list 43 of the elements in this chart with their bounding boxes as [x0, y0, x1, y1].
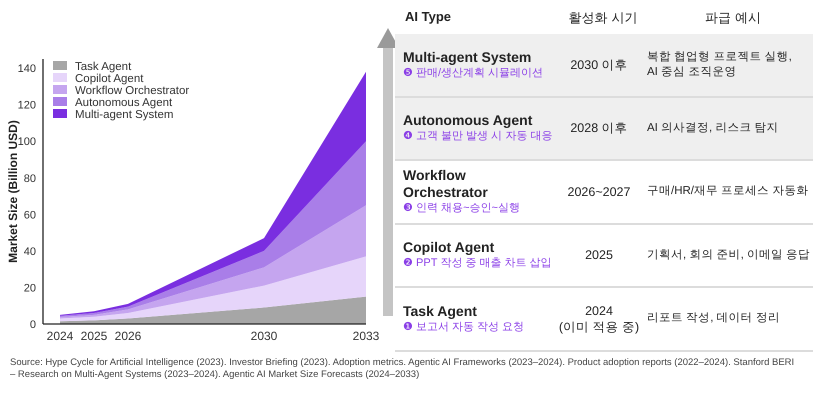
y-axis-title: Market Size (Billion USD) — [6, 120, 20, 263]
text: Copilot Agent — [403, 239, 496, 256]
text: ❷ PPT 작성 중 매출 차트 삽입 — [403, 256, 553, 272]
y-tick-label: 140 — [18, 63, 36, 76]
x-tick-label: 2025 — [80, 329, 108, 343]
text: 기획서, 회의 준비, 이메일 응답 — [646, 248, 812, 263]
y-tick-label: 120 — [18, 100, 36, 112]
text: 2025 — [584, 247, 614, 264]
text: 리포트 작성, 데이터 정리 — [646, 311, 781, 326]
text: Task Agent — [403, 302, 478, 320]
text: 복합 협업형 프로젝트 실행, AI 중심 조직운영 — [646, 50, 793, 80]
text: Autonomous Agent — [403, 112, 534, 130]
legend-label: Copilot Agent — [75, 73, 144, 85]
source-note: Source: Hype Cycle for Artificial Intelligence (2023). Investor Briefing (2023). Adoption metrics. Agentic AI Frameworks (2023–2024). Product adoption reports (2022–2024). Stanford BERI – Research on Multi-Agent Systems (2023–2024). Agentic AI Market Size Forecasts (2024–2033) — [10, 357, 796, 381]
y-tick-label: 100 — [18, 136, 36, 148]
legend-label: Workflow Orchestrator — [75, 85, 190, 97]
y-tick-label: 0 — [30, 319, 36, 331]
x-tick-label: 2033 — [352, 329, 380, 343]
x-tick-label: 2026 — [114, 329, 142, 343]
text: ❺ 판매/생산계획 시뮬레이션 — [403, 66, 544, 81]
legend-label: Autonomous Agent — [75, 97, 173, 109]
x-tick-label: 2024 — [46, 329, 74, 343]
text: AI Type — [405, 9, 452, 24]
y-tick-label: 60 — [24, 209, 36, 222]
y-tick-label: 40 — [24, 246, 36, 258]
text: ❹ 고객 불만 발생 시 자동 대응 — [403, 129, 553, 144]
y-tick-label: 20 — [24, 282, 36, 294]
text: 파급 예시 — [704, 9, 762, 27]
text: 2028 이후 — [569, 120, 629, 136]
text: 2026~2027 — [566, 184, 632, 200]
text: Multi-agent System — [403, 48, 532, 66]
text: AI 의사결정, 리스크 탐지 — [646, 120, 780, 136]
text: 2030 이후 — [569, 56, 629, 73]
legend-label: Multi-agent System — [75, 109, 174, 121]
text: 구매/HR/재무 프로세스 자동화 — [646, 184, 810, 200]
y-tick-label: 80 — [24, 172, 36, 185]
x-tick-label: 2030 — [250, 329, 278, 343]
legend-label: Task Agent — [75, 61, 132, 73]
text: 활성화 시기 — [568, 9, 638, 27]
text: 2024 (이미 적용 중) — [558, 302, 640, 335]
text: ❶ 보고서 자동 작성 요청 — [403, 320, 526, 335]
text: Workflow Orchestrator — [403, 167, 489, 202]
text: ❸ 인력 채용~승인~실행 — [403, 201, 521, 216]
